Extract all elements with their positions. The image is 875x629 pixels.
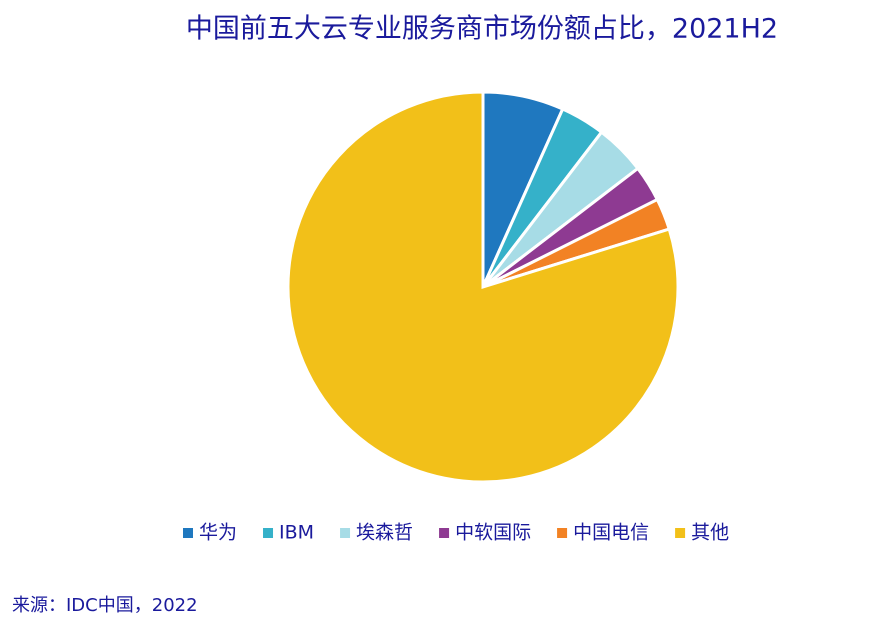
legend-label: 中软国际 — [455, 522, 531, 544]
legend-swatch — [675, 528, 686, 538]
legend-swatch — [340, 528, 351, 538]
legend-swatch — [557, 528, 568, 538]
legend-swatch — [263, 528, 274, 538]
legend-label: 其他 — [691, 522, 729, 544]
source-note: 来源：IDC中国，2022 — [12, 595, 198, 616]
legend-swatch — [439, 528, 450, 538]
legend-label: 埃森哲 — [356, 522, 413, 544]
chart-title: 中国前五大云专业服务商市场份额占比，2021H2 — [186, 14, 778, 45]
legend-label: IBM — [279, 522, 314, 544]
pie-slice — [286, 90, 680, 484]
legend-swatch — [183, 528, 193, 538]
legend-label: 中国电信 — [573, 522, 649, 544]
legend-label: 华为 — [199, 522, 237, 544]
